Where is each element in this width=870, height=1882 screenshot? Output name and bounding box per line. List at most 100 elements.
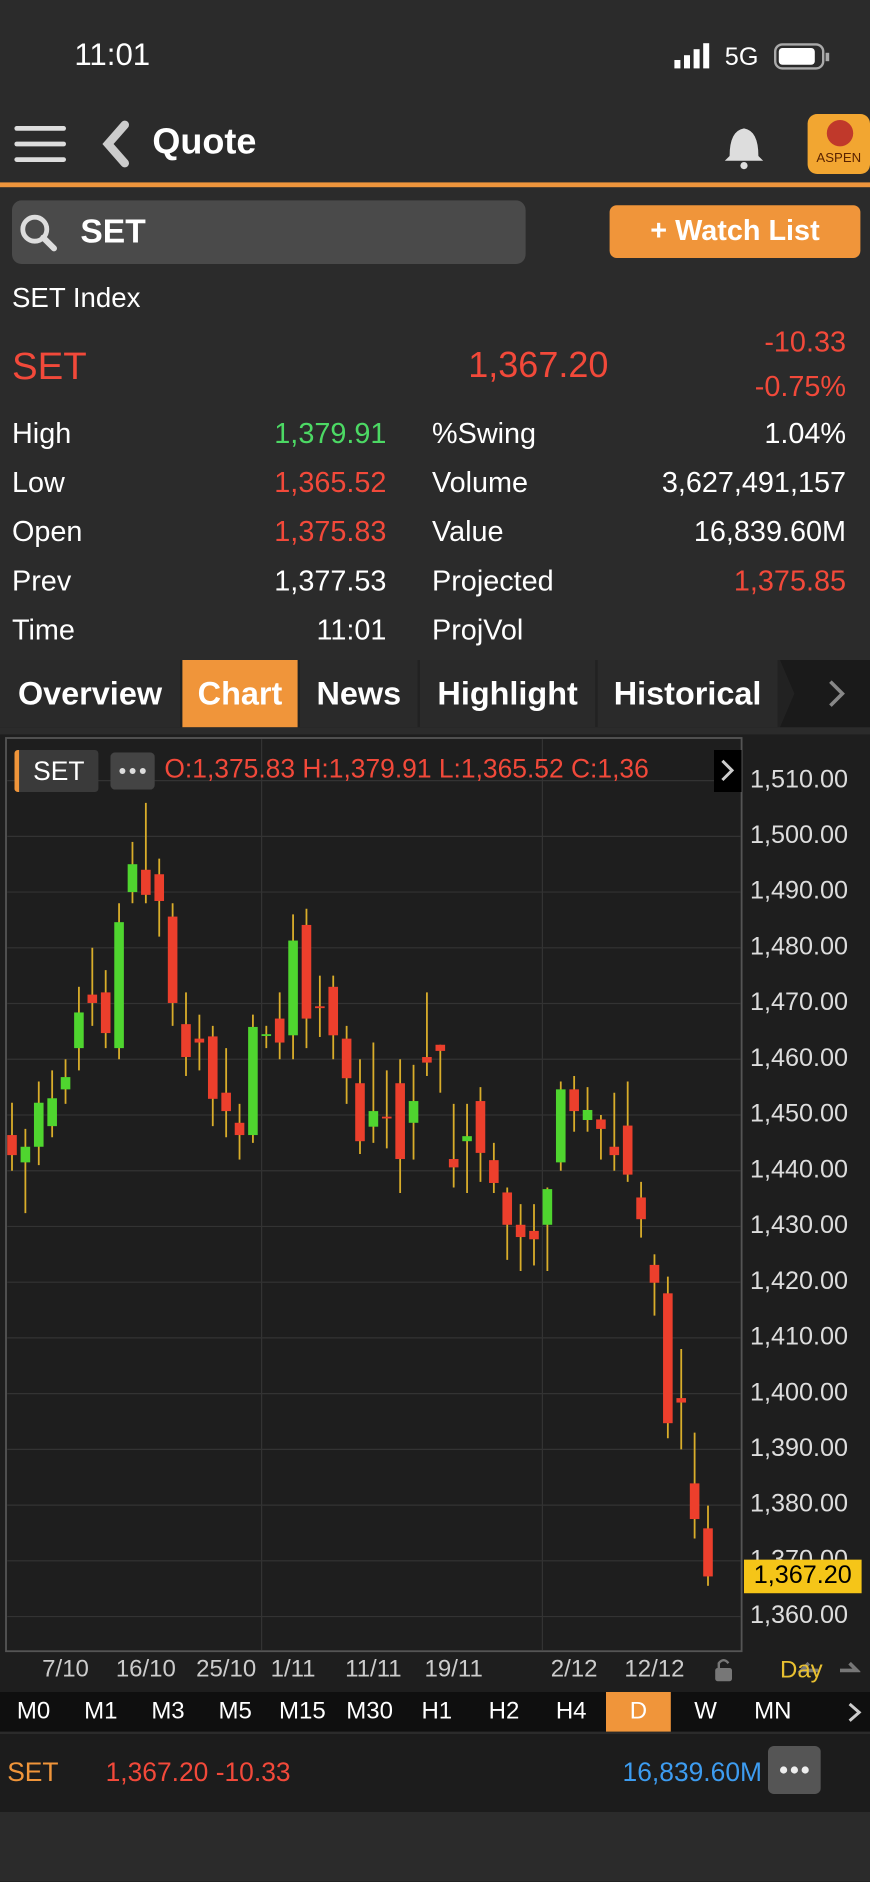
header-title: Quote <box>152 122 257 162</box>
y-tick-label: 1,500.00 <box>750 821 848 849</box>
stat-value: 11:01 <box>316 614 387 647</box>
y-tick-label: 1,380.00 <box>750 1490 848 1518</box>
candle-body <box>234 1122 245 1136</box>
candle-body <box>395 1083 405 1160</box>
tab-more[interactable] <box>780 660 870 728</box>
status-time: 11:01 <box>74 36 151 72</box>
candle-body <box>676 1398 687 1403</box>
timeframe[interactable]: M3 <box>151 1698 185 1725</box>
x-tick-label: 25/10 <box>196 1656 256 1683</box>
timeframe[interactable]: M1 <box>84 1698 118 1725</box>
candle-body <box>408 1101 419 1123</box>
candle-body <box>462 1136 472 1142</box>
candle-body <box>207 1036 218 1099</box>
stat-value: 16,839.60M <box>693 516 847 549</box>
stat-value: 1,375.83 <box>274 516 387 549</box>
candle-body <box>141 869 151 895</box>
y-tick-label: 1,410.00 <box>750 1323 848 1351</box>
x-tick-label: 16/10 <box>116 1656 176 1683</box>
x-tick-label: 19/11 <box>425 1656 483 1683</box>
search-text: SET <box>80 212 146 250</box>
last-price-badge <box>744 1559 862 1594</box>
candle-body <box>328 986 339 1036</box>
candle-body <box>341 1038 352 1079</box>
timeframe[interactable]: M30 <box>346 1698 393 1725</box>
stat-value: 1,375.85 <box>733 565 847 598</box>
stat-label: Time <box>12 614 75 647</box>
candle-body <box>20 1146 31 1163</box>
stat-value: 3,627,491,157 <box>661 466 847 500</box>
candle-body <box>502 1192 513 1225</box>
tab[interactable]: Overview <box>0 660 180 728</box>
candle-body <box>703 1528 713 1577</box>
timeframe[interactable]: MN <box>754 1698 792 1725</box>
y-tick-label: 1,480.00 <box>750 932 848 960</box>
ohlc-info: O:1,375.83 H:1,379.91 L:1,365.52 C:1,36 <box>164 753 649 784</box>
y-tick-label: 1,440.00 <box>750 1155 848 1183</box>
tab[interactable]: Highlight <box>420 660 596 728</box>
stat-value: 1,377.53 <box>274 565 387 598</box>
footer-menu[interactable] <box>768 1746 821 1795</box>
candle-body <box>154 874 165 901</box>
quote-symbol: SET <box>12 344 87 388</box>
candle-body <box>288 940 298 1036</box>
stat-label: Projected <box>432 565 554 598</box>
timeframe[interactable]: D <box>606 1692 671 1732</box>
candle-body <box>569 1089 579 1112</box>
quote-name: SET Index <box>12 282 141 314</box>
candle-body <box>649 1264 660 1283</box>
stat-label: Volume <box>432 466 529 500</box>
timeframe[interactable]: H1 <box>421 1698 453 1725</box>
stat-label: High <box>12 417 72 451</box>
y-tick-label: 1,460.00 <box>750 1044 848 1072</box>
timeframe-more[interactable] <box>840 1697 870 1728</box>
candle-body <box>636 1197 646 1220</box>
timeframe[interactable]: H4 <box>555 1698 587 1725</box>
timeframe[interactable]: M15 <box>279 1698 326 1725</box>
chart-tools[interactable] <box>710 1656 861 1697</box>
watchlist-button[interactable]: + Watch List <box>609 205 861 258</box>
x-tick-label: 1/11 <box>271 1656 316 1683</box>
timeframe[interactable]: M0 <box>16 1698 51 1725</box>
ohlc-more[interactable] <box>714 750 742 793</box>
network-label: 5G <box>724 43 759 71</box>
tab[interactable]: News <box>300 660 418 728</box>
footer-symbol: SET <box>7 1756 59 1787</box>
candle-body <box>689 1483 700 1520</box>
candle-body <box>221 1092 231 1112</box>
tab[interactable]: Historical <box>597 660 778 728</box>
search-box[interactable] <box>12 200 526 264</box>
period-label[interactable]: Day <box>780 1657 823 1684</box>
candle-body <box>74 1012 84 1049</box>
chart-symbol[interactable]: SET <box>14 750 99 793</box>
candle-body <box>355 1083 365 1142</box>
candle-body <box>609 1146 620 1156</box>
candle-body <box>7 1135 17 1156</box>
status-icons <box>674 43 830 70</box>
candle-body <box>127 864 138 893</box>
y-tick-label: 1,400.00 <box>750 1378 848 1406</box>
timeframe[interactable]: M5 <box>218 1698 252 1725</box>
candle-body <box>60 1077 71 1090</box>
candle-body <box>435 1044 446 1051</box>
timeframe[interactable]: H2 <box>488 1698 520 1725</box>
candlestick-chart: 1,360.001,370.001,380.001,390.001,400.00… <box>5 737 862 1683</box>
candle-body <box>194 1038 205 1043</box>
x-tick-label: 7/10 <box>42 1656 89 1683</box>
logo[interactable]: ASPEN <box>816 151 862 166</box>
footer-price: 1,367.20 -10.33 <box>105 1756 291 1787</box>
chart-menu[interactable] <box>110 752 155 790</box>
tab[interactable]: Chart <box>182 660 298 728</box>
candle-body <box>47 1098 57 1127</box>
y-tick-label: 1,490.00 <box>750 877 848 905</box>
timeframe[interactable]: W <box>694 1698 717 1725</box>
candle-body <box>422 1057 432 1063</box>
stat-label: Open <box>12 516 83 549</box>
stat-value: 1.04% <box>764 417 847 451</box>
y-tick-label: 1,430.00 <box>750 1211 848 1239</box>
candle-body <box>663 1293 673 1424</box>
candle-body <box>622 1125 633 1175</box>
candle-body <box>475 1101 486 1153</box>
stat-value: 1,365.52 <box>274 466 387 500</box>
y-tick-label: 1,470.00 <box>750 988 848 1016</box>
